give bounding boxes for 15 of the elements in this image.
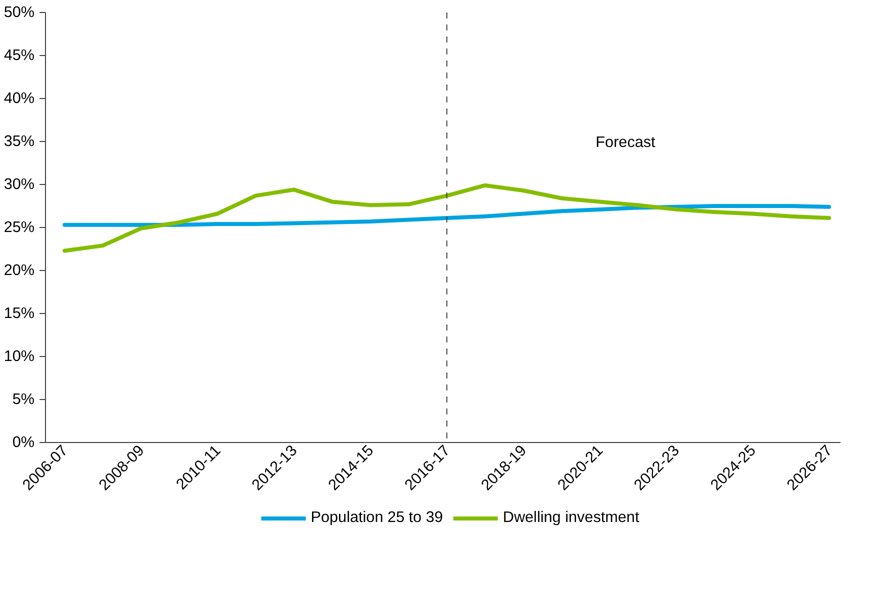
y-tick-label: 40% bbox=[4, 90, 35, 107]
legend-label: Dwelling investment bbox=[502, 509, 640, 527]
line-series bbox=[62, 204, 832, 227]
y-tick-label: 45% bbox=[4, 47, 35, 64]
legend-label: Population 25 to 39 bbox=[310, 509, 443, 527]
y-tick-label: 5% bbox=[12, 391, 35, 408]
y-tick-label: 30% bbox=[4, 176, 35, 193]
y-tick-label: 35% bbox=[4, 133, 35, 150]
y-tick-label: 10% bbox=[4, 348, 35, 365]
y-tick-label: 50% bbox=[4, 4, 35, 21]
y-tick-label: 25% bbox=[4, 219, 35, 236]
line-series bbox=[62, 183, 832, 253]
y-tick-label: 20% bbox=[4, 262, 35, 279]
annotation: Forecast bbox=[596, 134, 656, 151]
y-tick-label: 15% bbox=[4, 305, 35, 322]
